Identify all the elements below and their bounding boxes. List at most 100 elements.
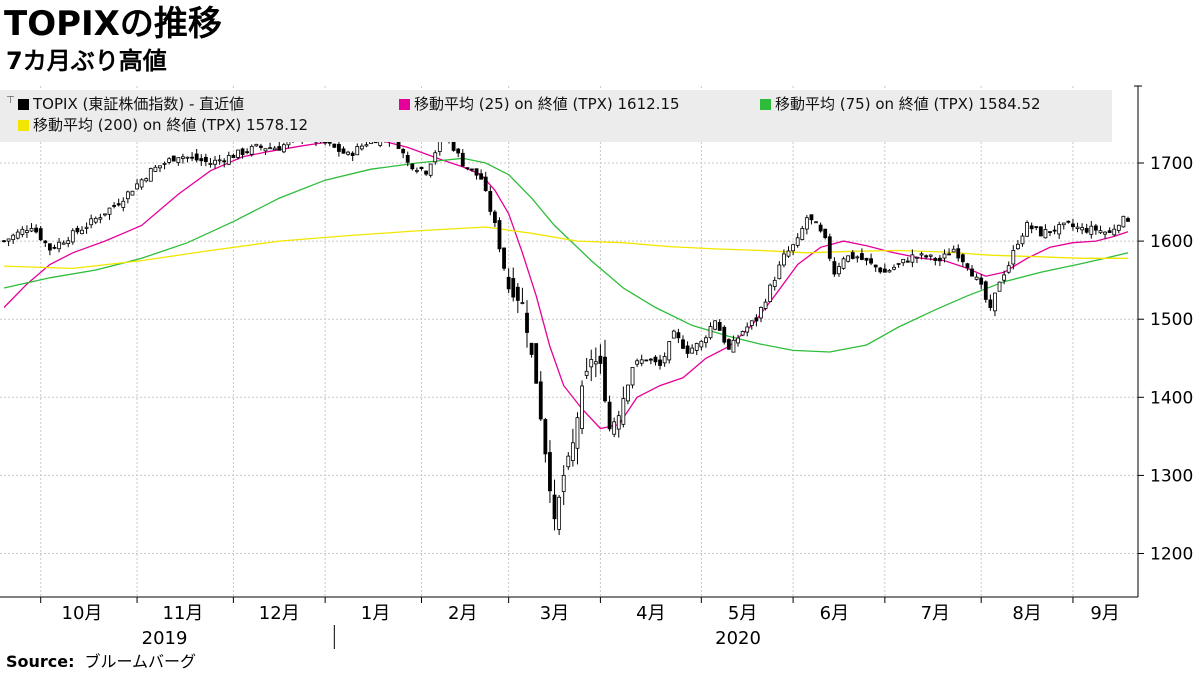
candle	[612, 417, 617, 438]
candle-body-up	[185, 156, 190, 159]
candle-body-up	[1116, 224, 1121, 231]
candle	[203, 153, 208, 167]
candle-body-up	[263, 148, 268, 152]
candle	[580, 380, 584, 435]
candle	[1098, 225, 1103, 235]
candle	[497, 217, 502, 253]
candle-body-up	[1080, 227, 1085, 231]
x-tick-label: 10月	[62, 603, 103, 624]
candle-body-up	[1025, 222, 1029, 237]
candle	[6, 238, 11, 247]
candle-body-down	[529, 342, 534, 355]
candle	[66, 236, 71, 248]
candle	[29, 223, 34, 233]
candle	[818, 222, 823, 233]
candle-body-up	[6, 238, 11, 242]
candle	[933, 256, 938, 266]
candle-body-down	[924, 255, 929, 258]
candle	[584, 358, 589, 380]
y-tick-label: 1500	[1150, 310, 1193, 330]
candle	[529, 342, 534, 358]
candle-body-up	[520, 302, 525, 304]
candle-body-down	[492, 211, 497, 224]
candle-body-up	[1103, 231, 1107, 235]
candle-body-down	[864, 257, 869, 261]
axes: 1200 1300 1400 1500 1600 1700 10月 11月 12月 1月 2月 3月 4…	[0, 85, 1193, 649]
candle-body-down	[905, 260, 910, 263]
candle-body-up	[148, 168, 153, 182]
candle	[754, 314, 759, 327]
candle	[795, 233, 800, 248]
candle-body-down	[1066, 220, 1071, 223]
candle-body-up	[414, 169, 419, 172]
candle-body-up	[915, 256, 919, 259]
candle-body-up	[616, 415, 621, 430]
candle-body-down	[726, 339, 731, 350]
candle-body-up	[557, 496, 562, 530]
candle	[75, 225, 80, 235]
candle	[731, 335, 736, 353]
candle-body-down	[483, 176, 488, 192]
candle	[598, 344, 603, 374]
candle-body-down	[405, 154, 410, 163]
ma-line-1	[3, 157, 1129, 353]
year-label: 2019	[142, 628, 188, 649]
candle-body-down	[43, 240, 48, 244]
source-label: Source:	[6, 652, 75, 671]
candle-body-down	[965, 263, 970, 269]
candle-body-up	[1015, 243, 1020, 250]
candle	[116, 198, 121, 207]
candle	[960, 253, 965, 267]
legend-label-ma25: 移動平均 (25) on 終値 (TPX) 1612.15	[414, 95, 680, 113]
candle	[1061, 222, 1066, 230]
candle-body-up	[103, 213, 107, 216]
candle-body-up	[768, 284, 773, 302]
candle-body-down	[410, 163, 415, 170]
candle	[112, 202, 117, 209]
candle	[1116, 224, 1121, 234]
candle-body-up	[1121, 215, 1126, 228]
candle-body-up	[759, 307, 763, 319]
candle-body-up	[364, 144, 369, 147]
x-tick-label: 8月	[1012, 603, 1041, 624]
candle	[194, 149, 199, 163]
candle-body-up	[772, 279, 777, 287]
candle-body-down	[190, 156, 194, 159]
candle	[887, 268, 892, 273]
candle-body-down	[1038, 226, 1043, 237]
candle	[153, 164, 158, 173]
candle	[538, 371, 543, 422]
candle	[699, 340, 704, 351]
candle-body-down	[1084, 228, 1089, 233]
candle-body-up	[621, 398, 626, 425]
candle-body-down	[465, 167, 470, 170]
candle	[1084, 223, 1089, 234]
pin-icon: ⊤	[6, 95, 15, 106]
candle-body-up	[901, 258, 906, 264]
candle-body-up	[89, 218, 94, 226]
candle	[1103, 231, 1107, 239]
candle-body-down	[658, 359, 662, 366]
candle	[176, 157, 181, 166]
candle-body-up	[428, 163, 433, 176]
candle	[1029, 222, 1034, 234]
candle-body-down	[1126, 218, 1130, 222]
candle-body-down	[873, 264, 878, 268]
candle	[1015, 240, 1020, 250]
candle-body-up	[763, 301, 768, 309]
candle-body-up	[713, 320, 718, 330]
candle	[419, 166, 424, 171]
candle	[208, 157, 213, 168]
candle	[139, 178, 144, 190]
legend-swatch-topix	[18, 99, 29, 110]
candle-body-up	[61, 242, 66, 245]
candle	[158, 165, 162, 173]
candle	[57, 237, 61, 253]
candle-body-down	[882, 268, 887, 273]
candle-body-down	[245, 151, 250, 154]
candle-body-up	[125, 191, 130, 200]
candle	[694, 342, 699, 356]
legend-swatch-ma25	[399, 99, 410, 110]
candle-body-up	[896, 263, 901, 265]
candle-body-up	[84, 226, 89, 229]
